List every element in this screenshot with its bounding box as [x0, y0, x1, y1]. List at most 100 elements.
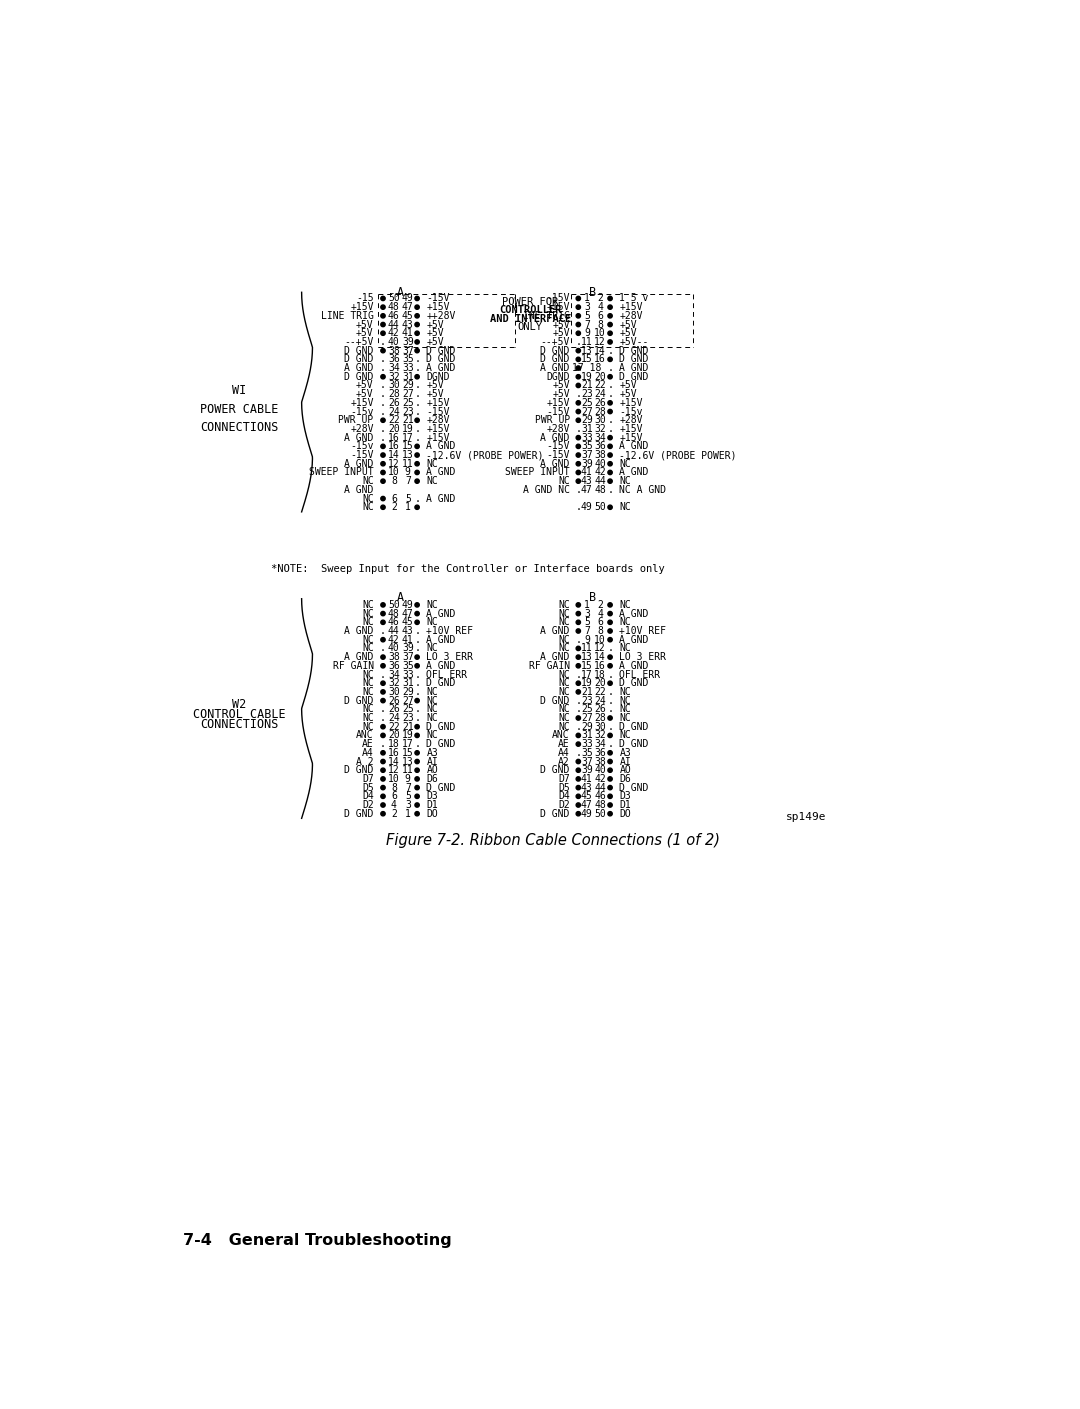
Text: 5: 5: [405, 493, 410, 503]
Text: A GND: A GND: [540, 433, 570, 442]
Text: +15V: +15V: [619, 424, 643, 434]
Circle shape: [608, 812, 612, 816]
Text: 12: 12: [594, 644, 606, 654]
Text: NC: NC: [558, 688, 570, 697]
Text: D6: D6: [427, 774, 438, 783]
Text: +15V: +15V: [427, 397, 450, 407]
Text: NC: NC: [362, 678, 374, 688]
Text: 17: 17: [581, 669, 593, 679]
Text: A GND: A GND: [345, 652, 374, 662]
Text: D GND: D GND: [345, 372, 374, 382]
Circle shape: [576, 479, 580, 483]
Text: Figure 7-2. Ribbon Cable Connections (1 of 2): Figure 7-2. Ribbon Cable Connections (1 …: [387, 833, 720, 848]
Text: D GND: D GND: [619, 678, 649, 688]
Text: 45: 45: [402, 311, 414, 321]
Text: 19: 19: [402, 424, 414, 434]
Text: 34: 34: [594, 740, 606, 750]
Text: 15: 15: [581, 661, 593, 671]
Text: +5V: +5V: [619, 320, 637, 330]
Text: A GND: A GND: [427, 468, 456, 478]
Circle shape: [576, 418, 580, 423]
Text: 4: 4: [391, 800, 396, 810]
Text: 21: 21: [581, 380, 593, 390]
Text: .: .: [414, 354, 420, 365]
Text: NC: NC: [427, 713, 438, 723]
Text: 35: 35: [402, 354, 414, 365]
Text: +5V--: +5V--: [619, 337, 649, 347]
Text: .: .: [576, 485, 581, 495]
Text: A GND: A GND: [427, 634, 456, 645]
Text: .: .: [380, 644, 386, 654]
Text: 8: 8: [391, 782, 396, 793]
Circle shape: [576, 620, 580, 624]
Text: 26: 26: [388, 696, 400, 706]
Text: SWEEP INPUT: SWEEP INPUT: [309, 468, 374, 478]
Text: D7: D7: [362, 774, 374, 783]
Text: 18: 18: [594, 669, 606, 679]
Text: .: .: [380, 380, 386, 390]
Text: 14: 14: [388, 757, 400, 766]
Text: 10: 10: [594, 634, 606, 645]
Text: 40: 40: [388, 337, 400, 347]
Text: .: .: [380, 669, 386, 679]
Text: .: .: [414, 493, 420, 503]
Text: AE: AE: [362, 740, 374, 750]
Text: +5V: +5V: [427, 328, 444, 338]
Text: 24: 24: [594, 389, 606, 399]
Circle shape: [608, 716, 612, 720]
Text: LO 3 ERR: LO 3 ERR: [619, 652, 666, 662]
Text: 8: 8: [597, 320, 603, 330]
Text: NC: NC: [362, 493, 374, 503]
Text: .: .: [576, 669, 581, 679]
Text: .: .: [607, 721, 613, 731]
Text: 46: 46: [388, 617, 400, 627]
Text: .: .: [414, 740, 420, 750]
Text: 6: 6: [597, 617, 603, 627]
Circle shape: [608, 785, 612, 790]
Text: 50: 50: [594, 502, 606, 513]
Text: D GND: D GND: [427, 721, 456, 731]
Text: --+5V: --+5V: [540, 337, 570, 347]
Circle shape: [415, 733, 419, 737]
Text: 48: 48: [388, 302, 400, 313]
Circle shape: [381, 418, 386, 423]
Text: 18: 18: [388, 740, 400, 750]
Text: RF GAIN: RF GAIN: [528, 661, 570, 671]
Text: 15: 15: [402, 441, 414, 451]
Circle shape: [576, 603, 580, 607]
Text: 9: 9: [584, 634, 590, 645]
Circle shape: [576, 664, 580, 668]
Circle shape: [576, 759, 580, 764]
Text: D2: D2: [362, 800, 374, 810]
Text: D GND: D GND: [619, 721, 649, 731]
Text: +5V: +5V: [552, 328, 570, 338]
Circle shape: [415, 612, 419, 616]
Circle shape: [608, 620, 612, 624]
Circle shape: [381, 504, 386, 510]
Text: 20: 20: [594, 678, 606, 688]
Text: .: .: [607, 380, 613, 390]
Text: AND INTERFACE: AND INTERFACE: [489, 314, 571, 324]
Text: D GND: D GND: [619, 372, 649, 382]
Text: .: .: [607, 416, 613, 426]
Text: 12: 12: [594, 337, 606, 347]
Text: +5V: +5V: [427, 389, 444, 399]
Text: .: .: [380, 397, 386, 407]
Text: 43: 43: [402, 320, 414, 330]
Text: NC: NC: [619, 730, 631, 740]
Text: A GND: A GND: [619, 468, 649, 478]
Circle shape: [381, 348, 386, 352]
Text: A GND: A GND: [427, 493, 456, 503]
Text: .: .: [607, 688, 613, 697]
Text: 14: 14: [388, 449, 400, 461]
Text: 44: 44: [594, 782, 606, 793]
Text: D GND: D GND: [540, 354, 570, 365]
Circle shape: [608, 462, 612, 466]
Text: 42: 42: [594, 468, 606, 478]
Text: 22: 22: [388, 721, 400, 731]
Circle shape: [415, 655, 419, 659]
Text: A: A: [396, 286, 404, 299]
Circle shape: [415, 803, 419, 807]
Text: 1: 1: [584, 600, 590, 610]
Circle shape: [608, 296, 612, 300]
